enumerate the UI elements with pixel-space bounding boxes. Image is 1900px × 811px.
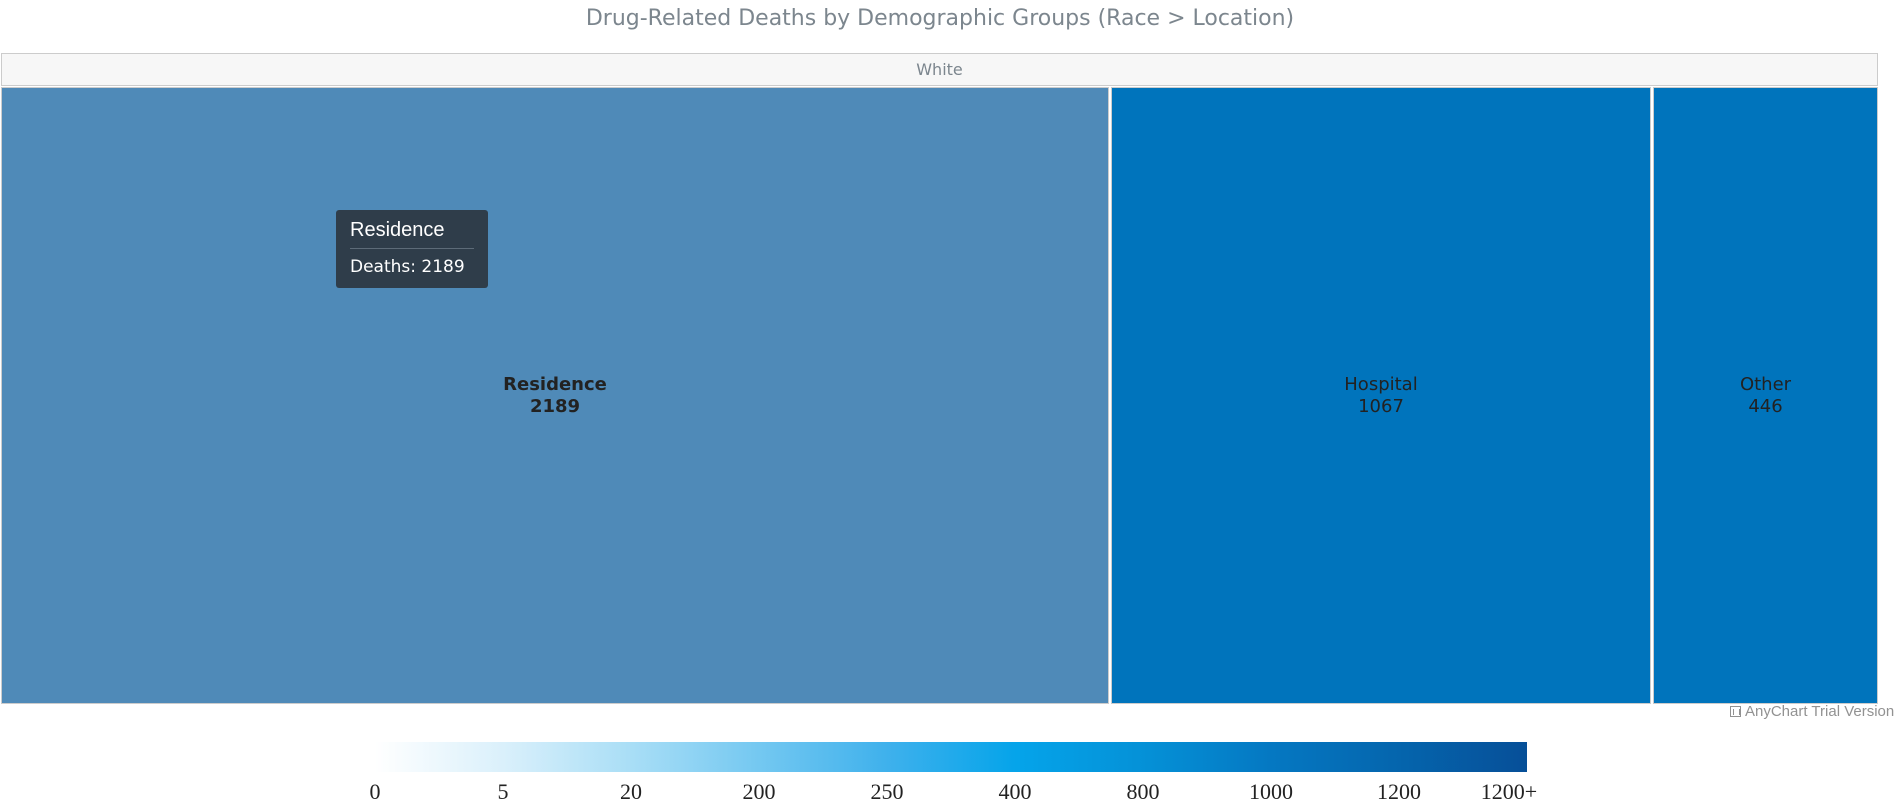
color-scale-tick: 200 — [742, 779, 776, 804]
color-scale-tick: 400 — [998, 779, 1032, 804]
color-scale-tick: 20 — [620, 779, 642, 804]
color-scale-tick: 250 — [870, 779, 904, 804]
treemap-tile-hospital[interactable]: Hospital 1067 — [1111, 87, 1651, 704]
tooltip-title: Residence — [350, 217, 474, 249]
color-scale-bar — [375, 742, 1527, 772]
color-scale-tick: 1000 — [1249, 779, 1293, 804]
tile-value: 2189 — [529, 395, 581, 417]
credits-text: AnyChart Trial Version — [1745, 703, 1895, 720]
credits-link[interactable]: AnyChart Trial Version — [1730, 703, 1894, 720]
chart-title: Drug-Related Deaths by Demographic Group… — [585, 6, 1295, 31]
treemap-tile-residence[interactable]: Residence 2189 — [1, 87, 1109, 704]
tooltip-body: Deaths: 2189 — [350, 257, 465, 277]
color-scale-tick: 800 — [1126, 779, 1160, 804]
color-scale-tick: 5 — [497, 779, 509, 804]
tile-value: 446 — [1748, 395, 1783, 417]
tile-label: Residence — [503, 373, 607, 395]
tooltip: Residence Deaths: 2189 — [336, 210, 488, 288]
treemap-tile-other[interactable]: Other 446 — [1653, 87, 1878, 704]
color-scale-tick: 0 — [369, 779, 381, 804]
color-scale-tick: 1200+ — [1480, 779, 1538, 804]
tile-label: Other — [1739, 373, 1792, 395]
tile-value: 1067 — [1358, 395, 1404, 417]
chart-icon — [1730, 706, 1741, 717]
tile-label: Hospital — [1344, 373, 1418, 395]
color-scale-tick: 1200 — [1377, 779, 1421, 804]
group-header-white[interactable]: White — [1, 53, 1878, 86]
